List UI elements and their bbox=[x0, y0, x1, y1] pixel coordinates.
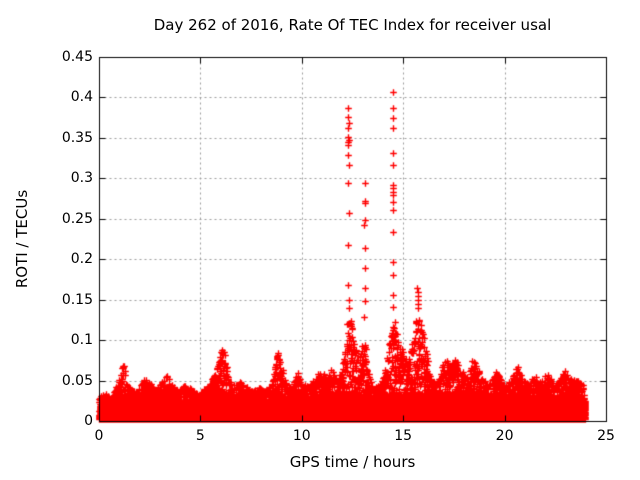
y-tick-label: 0.1 bbox=[70, 332, 93, 349]
y-axis-title: ROTI / TECUs bbox=[13, 189, 31, 289]
plot-canvas bbox=[93, 51, 612, 427]
y-tick-label: 0.4 bbox=[70, 89, 93, 106]
y-tick-label: 0.3 bbox=[70, 170, 93, 187]
y-tick-label: 0.2 bbox=[70, 251, 93, 268]
x-tick-label: 25 bbox=[597, 428, 615, 444]
y-tick-label: 0.25 bbox=[61, 210, 93, 227]
y-tick-label: 0.35 bbox=[61, 129, 93, 146]
x-tick-label: 10 bbox=[292, 428, 311, 444]
x-axis-title: GPS time / hours bbox=[289, 453, 416, 471]
x-tick-label: 0 bbox=[94, 428, 104, 444]
y-tick-label: 0.45 bbox=[61, 49, 93, 65]
x-tick-label: 20 bbox=[495, 428, 514, 444]
x-tick-label: 5 bbox=[195, 428, 205, 444]
y-tick-label: 0.05 bbox=[61, 372, 93, 389]
y-tick-label: 0.15 bbox=[61, 291, 93, 308]
y-tick-label: 0 bbox=[84, 413, 93, 429]
chart-title: Day 262 of 2016, Rate Of TEC Index for r… bbox=[153, 16, 552, 34]
x-tick-label: 15 bbox=[394, 428, 413, 444]
